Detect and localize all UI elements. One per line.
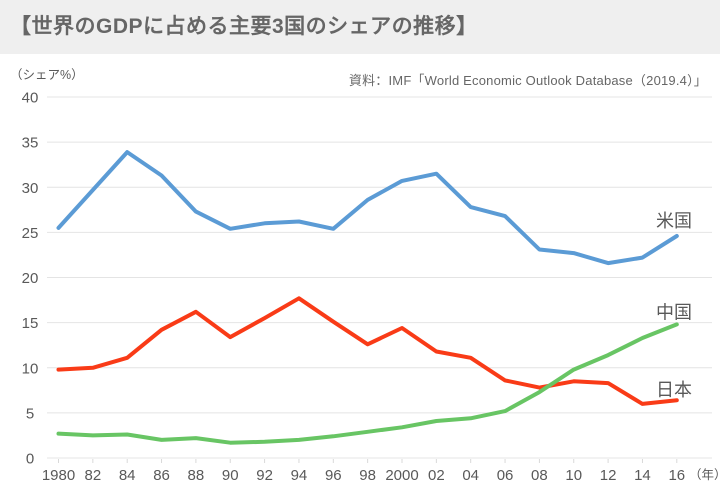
series-label-us: 米国	[656, 211, 692, 231]
x-tick-label: 96	[325, 467, 342, 484]
x-tick-label: 98	[359, 467, 376, 484]
x-tick-label: 86	[153, 467, 170, 484]
title-bar: 【世界のGDPに占める主要3国のシェアの推移】	[0, 0, 720, 54]
x-tick-label: 92	[256, 467, 273, 484]
x-tick-label: 16	[668, 467, 685, 484]
series-line-us	[56, 150, 679, 266]
x-tick-label: 90	[222, 467, 239, 484]
x-tick-label: 88	[188, 467, 205, 484]
x-tick-label: 2000	[385, 467, 418, 484]
y-axis-unit-label: （シェア%）	[10, 68, 84, 82]
page-title: 【世界のGDPに占める主要3国のシェアの推移】	[10, 15, 478, 38]
y-tick-label: 20	[22, 270, 39, 287]
y-tick-label: 30	[22, 180, 39, 197]
y-tick-label: 10	[22, 360, 39, 377]
x-tick-label: 14	[634, 467, 651, 484]
x-tick-label: 08	[531, 467, 548, 484]
y-tick-label: 35	[22, 135, 39, 152]
series-line-china	[56, 322, 679, 445]
data-source-note: 資料：IMF「World Economic Outlook Database（2…	[348, 73, 707, 88]
series-label-japan: 日本	[656, 380, 692, 400]
y-tick-label: 0	[26, 451, 34, 468]
y-tick-label: 25	[22, 225, 39, 242]
x-tick-label: 94	[291, 467, 308, 484]
y-tick-label: 15	[22, 315, 39, 332]
x-tick-label: 06	[497, 467, 514, 484]
x-tick-label: 82	[85, 467, 102, 484]
series-label-china: 中国	[656, 302, 692, 322]
x-tick-label: 12	[600, 467, 617, 484]
y-tick-label: 40	[22, 90, 39, 107]
y-tick-label: 5	[26, 405, 34, 422]
x-tick-label: 04	[462, 467, 479, 484]
x-tick-label: 1980	[42, 467, 75, 484]
series-line-japan	[56, 296, 679, 406]
x-tick-label: 10	[565, 467, 582, 484]
x-tick-label: 84	[119, 467, 136, 484]
x-axis-year-suffix: （年）	[689, 468, 720, 482]
x-tick-label: 02	[428, 467, 445, 484]
